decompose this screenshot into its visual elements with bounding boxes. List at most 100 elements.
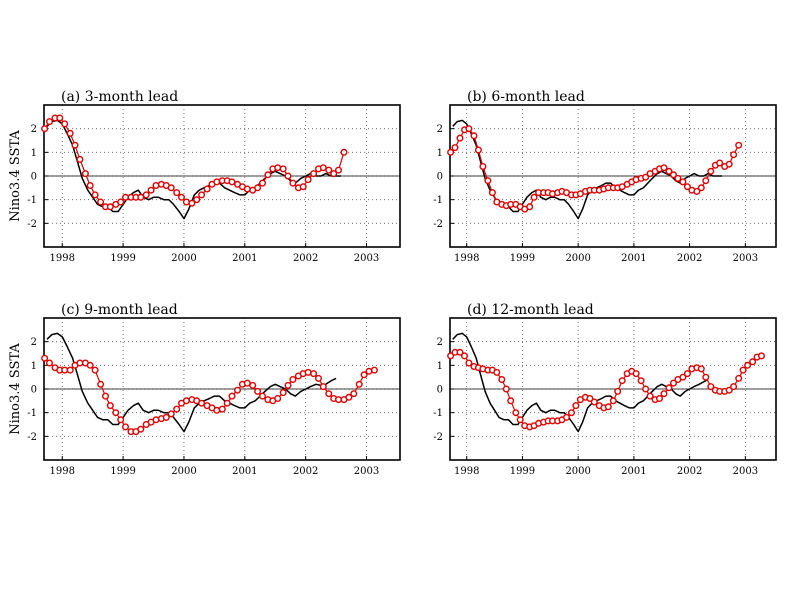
- forecast-marker: [355, 380, 363, 388]
- forecast-marker: [66, 366, 74, 374]
- chart-panel-1: 1998 1999 2000 2001 2002 2003 2 1 0 -1 -2 (a) 3-mon…: [8, 89, 401, 264]
- forecast-marker: [304, 176, 312, 184]
- y-tick-label: 0: [31, 385, 37, 396]
- forecast-marker: [61, 366, 69, 374]
- y-tick-label: -2: [27, 432, 37, 443]
- forecast-marker: [739, 366, 747, 374]
- forecast-marker: [142, 191, 150, 199]
- observed-line: [452, 119, 722, 220]
- panel-title: (c) 9-month lead: [61, 302, 178, 318]
- forecast-marker: [66, 129, 74, 137]
- x-tick-label: 2000: [171, 466, 196, 477]
- x-tick-label: 2000: [565, 253, 590, 264]
- forecast-marker: [61, 120, 69, 128]
- y-tick-label: 1: [31, 361, 37, 372]
- forecast-marker: [274, 164, 282, 172]
- forecast-marker: [465, 125, 473, 133]
- y-tick-label: -1: [433, 408, 443, 419]
- forecast-marker: [335, 396, 343, 404]
- x-tick-label: 2003: [354, 253, 379, 264]
- y-tick-label: 1: [437, 361, 443, 372]
- forecast-marker: [152, 416, 160, 424]
- forecast-marker: [502, 385, 510, 393]
- forecast-marker: [182, 397, 190, 405]
- forecast-marker: [289, 376, 297, 384]
- forecast-marker: [484, 177, 492, 185]
- forecast-marker: [46, 359, 54, 367]
- y-tick-label: -2: [27, 219, 37, 230]
- forecast-marker: [167, 184, 175, 192]
- x-tick-label: 1999: [110, 466, 135, 477]
- forecast-marker: [614, 387, 622, 395]
- forecast-marker: [370, 366, 378, 374]
- forecast-marker: [461, 352, 469, 360]
- forecast-marker: [735, 374, 743, 382]
- forecast-marker: [91, 366, 99, 374]
- forecast-marker: [315, 374, 323, 382]
- x-tick-label: 2001: [232, 466, 257, 477]
- panel-title: (a) 3-month lead: [61, 89, 178, 105]
- forecast-marker: [106, 203, 114, 211]
- forecast-marker: [319, 164, 327, 172]
- forecast-marker: [274, 395, 282, 403]
- forecast-marker: [56, 114, 64, 122]
- y-tick-label: -1: [27, 408, 37, 419]
- forecast-marker: [618, 377, 626, 385]
- forecast-marker: [744, 361, 752, 369]
- forecast-marker: [91, 191, 99, 199]
- forecast-marker: [330, 170, 338, 178]
- forecast-marker: [299, 183, 307, 191]
- forecast-marker: [707, 167, 715, 175]
- y-tick-label: 2: [437, 337, 443, 348]
- forecast-marker: [259, 392, 267, 400]
- forecast-marker: [725, 160, 733, 168]
- forecast-marker: [451, 144, 459, 152]
- y-tick-label: 2: [437, 124, 443, 135]
- forecast-marker: [665, 167, 673, 175]
- forecast-marker: [697, 365, 705, 373]
- forecast-marker: [632, 370, 640, 378]
- forecast-marker: [670, 379, 678, 387]
- x-tick-label: 1999: [510, 253, 535, 264]
- x-tick-label: 1998: [50, 253, 75, 264]
- forecast-marker: [279, 165, 287, 173]
- forecast-marker: [702, 177, 710, 185]
- forecast-marker: [121, 423, 129, 431]
- forecast-marker: [97, 198, 105, 206]
- forecast-marker: [162, 413, 170, 421]
- forecast-marker: [81, 170, 89, 178]
- forecast-marker: [360, 371, 368, 379]
- forecast-marker: [456, 134, 464, 142]
- forecast-marker: [121, 193, 129, 201]
- y-tick-label: 0: [437, 172, 443, 183]
- forecast-marker: [289, 179, 297, 187]
- x-tick-label: 2000: [171, 253, 196, 264]
- forecast-marker: [213, 406, 221, 414]
- x-tick-label: 2003: [733, 253, 758, 264]
- x-tick-label: 1999: [110, 253, 135, 264]
- forecast-marker: [656, 395, 664, 403]
- forecast-marker: [86, 181, 94, 189]
- forecast-marker: [665, 384, 673, 392]
- forecast-marker: [586, 395, 594, 403]
- forecast-marker: [198, 399, 206, 407]
- observed-line: [452, 332, 709, 433]
- forecast-marker: [213, 178, 221, 186]
- forecast-marker: [101, 392, 109, 400]
- x-tick-label: 2002: [677, 466, 702, 477]
- y-tick-label: 0: [437, 385, 443, 396]
- forecast-marker: [310, 370, 318, 378]
- forecast-marker: [660, 390, 668, 398]
- forecast-marker: [117, 198, 125, 206]
- forecast-marker: [590, 398, 598, 406]
- forecast-marker: [76, 359, 84, 367]
- forecast-marker: [117, 416, 125, 424]
- forecast-marker: [304, 368, 312, 376]
- panel-title: (b) 6-month lead: [467, 89, 585, 105]
- y-tick-label: 1: [437, 148, 443, 159]
- forecast-marker: [447, 352, 455, 360]
- forecast-marker: [46, 118, 54, 126]
- forecast-marker: [470, 132, 478, 140]
- forecast-marker: [340, 148, 348, 156]
- y-tick-label: 2: [31, 337, 37, 348]
